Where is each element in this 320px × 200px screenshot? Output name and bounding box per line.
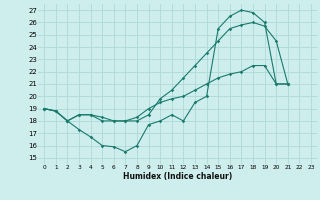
X-axis label: Humidex (Indice chaleur): Humidex (Indice chaleur) — [123, 172, 232, 181]
